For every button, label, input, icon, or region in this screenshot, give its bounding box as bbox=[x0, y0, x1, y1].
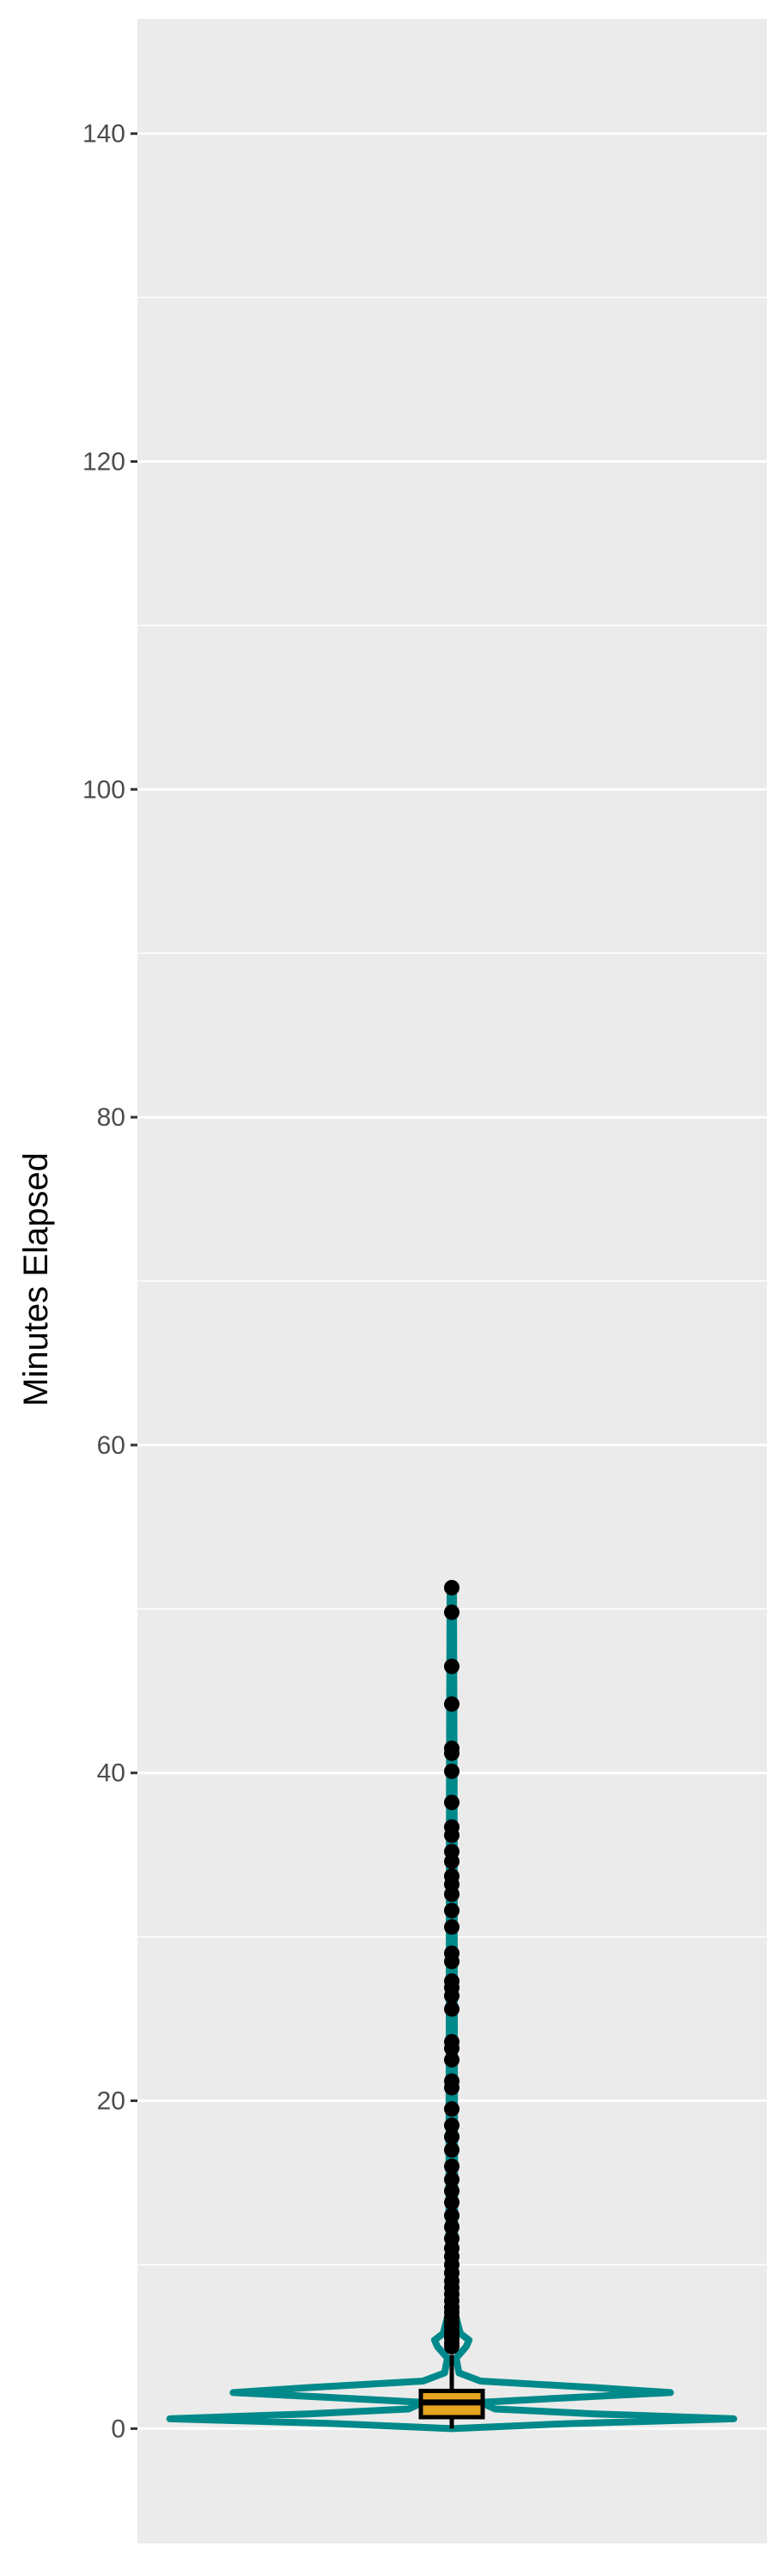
outlier-point bbox=[444, 2158, 460, 2174]
y-tick-label: 120 bbox=[82, 447, 125, 476]
outlier-point bbox=[444, 1844, 460, 1860]
outlier-point bbox=[444, 2117, 460, 2134]
outlier-point bbox=[444, 1580, 460, 1595]
outlier-point bbox=[444, 1696, 460, 1712]
boxplot-layer bbox=[418, 2354, 485, 2429]
outlier-point bbox=[444, 2073, 460, 2089]
outlier-point bbox=[444, 2172, 460, 2188]
outlier-point bbox=[444, 2230, 460, 2246]
y-axis-title: Minutes Elapsed bbox=[17, 1152, 55, 1406]
y-tick-label: 140 bbox=[82, 120, 125, 149]
y-tick-label: 40 bbox=[97, 1759, 125, 1788]
outlier-point bbox=[444, 1819, 460, 1835]
outlier-point bbox=[444, 2033, 460, 2050]
outlier-point bbox=[444, 2208, 460, 2224]
y-tick-label: 0 bbox=[111, 2415, 125, 2443]
outlier-point bbox=[444, 2183, 460, 2199]
outlier-point bbox=[444, 2129, 460, 2145]
y-tick-label: 100 bbox=[82, 775, 125, 804]
outlier-point bbox=[444, 1741, 460, 1757]
outlier-points bbox=[444, 1580, 460, 2354]
outlier-point bbox=[444, 1658, 460, 1674]
y-tick-label: 80 bbox=[97, 1103, 125, 1132]
outlier-point bbox=[444, 1763, 460, 1779]
y-axis: 0 20 40 60 80 100 120 140 bbox=[82, 120, 137, 2443]
outlier-point bbox=[444, 1945, 460, 1961]
outlier-point bbox=[444, 1868, 460, 1884]
outlier-point bbox=[444, 2194, 460, 2210]
outlier-point bbox=[444, 1919, 460, 1935]
outlier-point bbox=[444, 1604, 460, 1620]
outlier-point bbox=[444, 1795, 460, 1811]
outlier-point bbox=[444, 1903, 460, 1919]
outlier-point bbox=[444, 2219, 460, 2235]
outlier-point bbox=[444, 2001, 460, 2017]
outlier-point bbox=[444, 1973, 460, 1990]
outlier-point bbox=[444, 2101, 460, 2117]
outlier-point bbox=[444, 2142, 460, 2158]
outlier-point bbox=[444, 2051, 460, 2068]
y-tick-label: 20 bbox=[97, 2087, 125, 2116]
y-tick-label: 60 bbox=[97, 1431, 125, 1460]
